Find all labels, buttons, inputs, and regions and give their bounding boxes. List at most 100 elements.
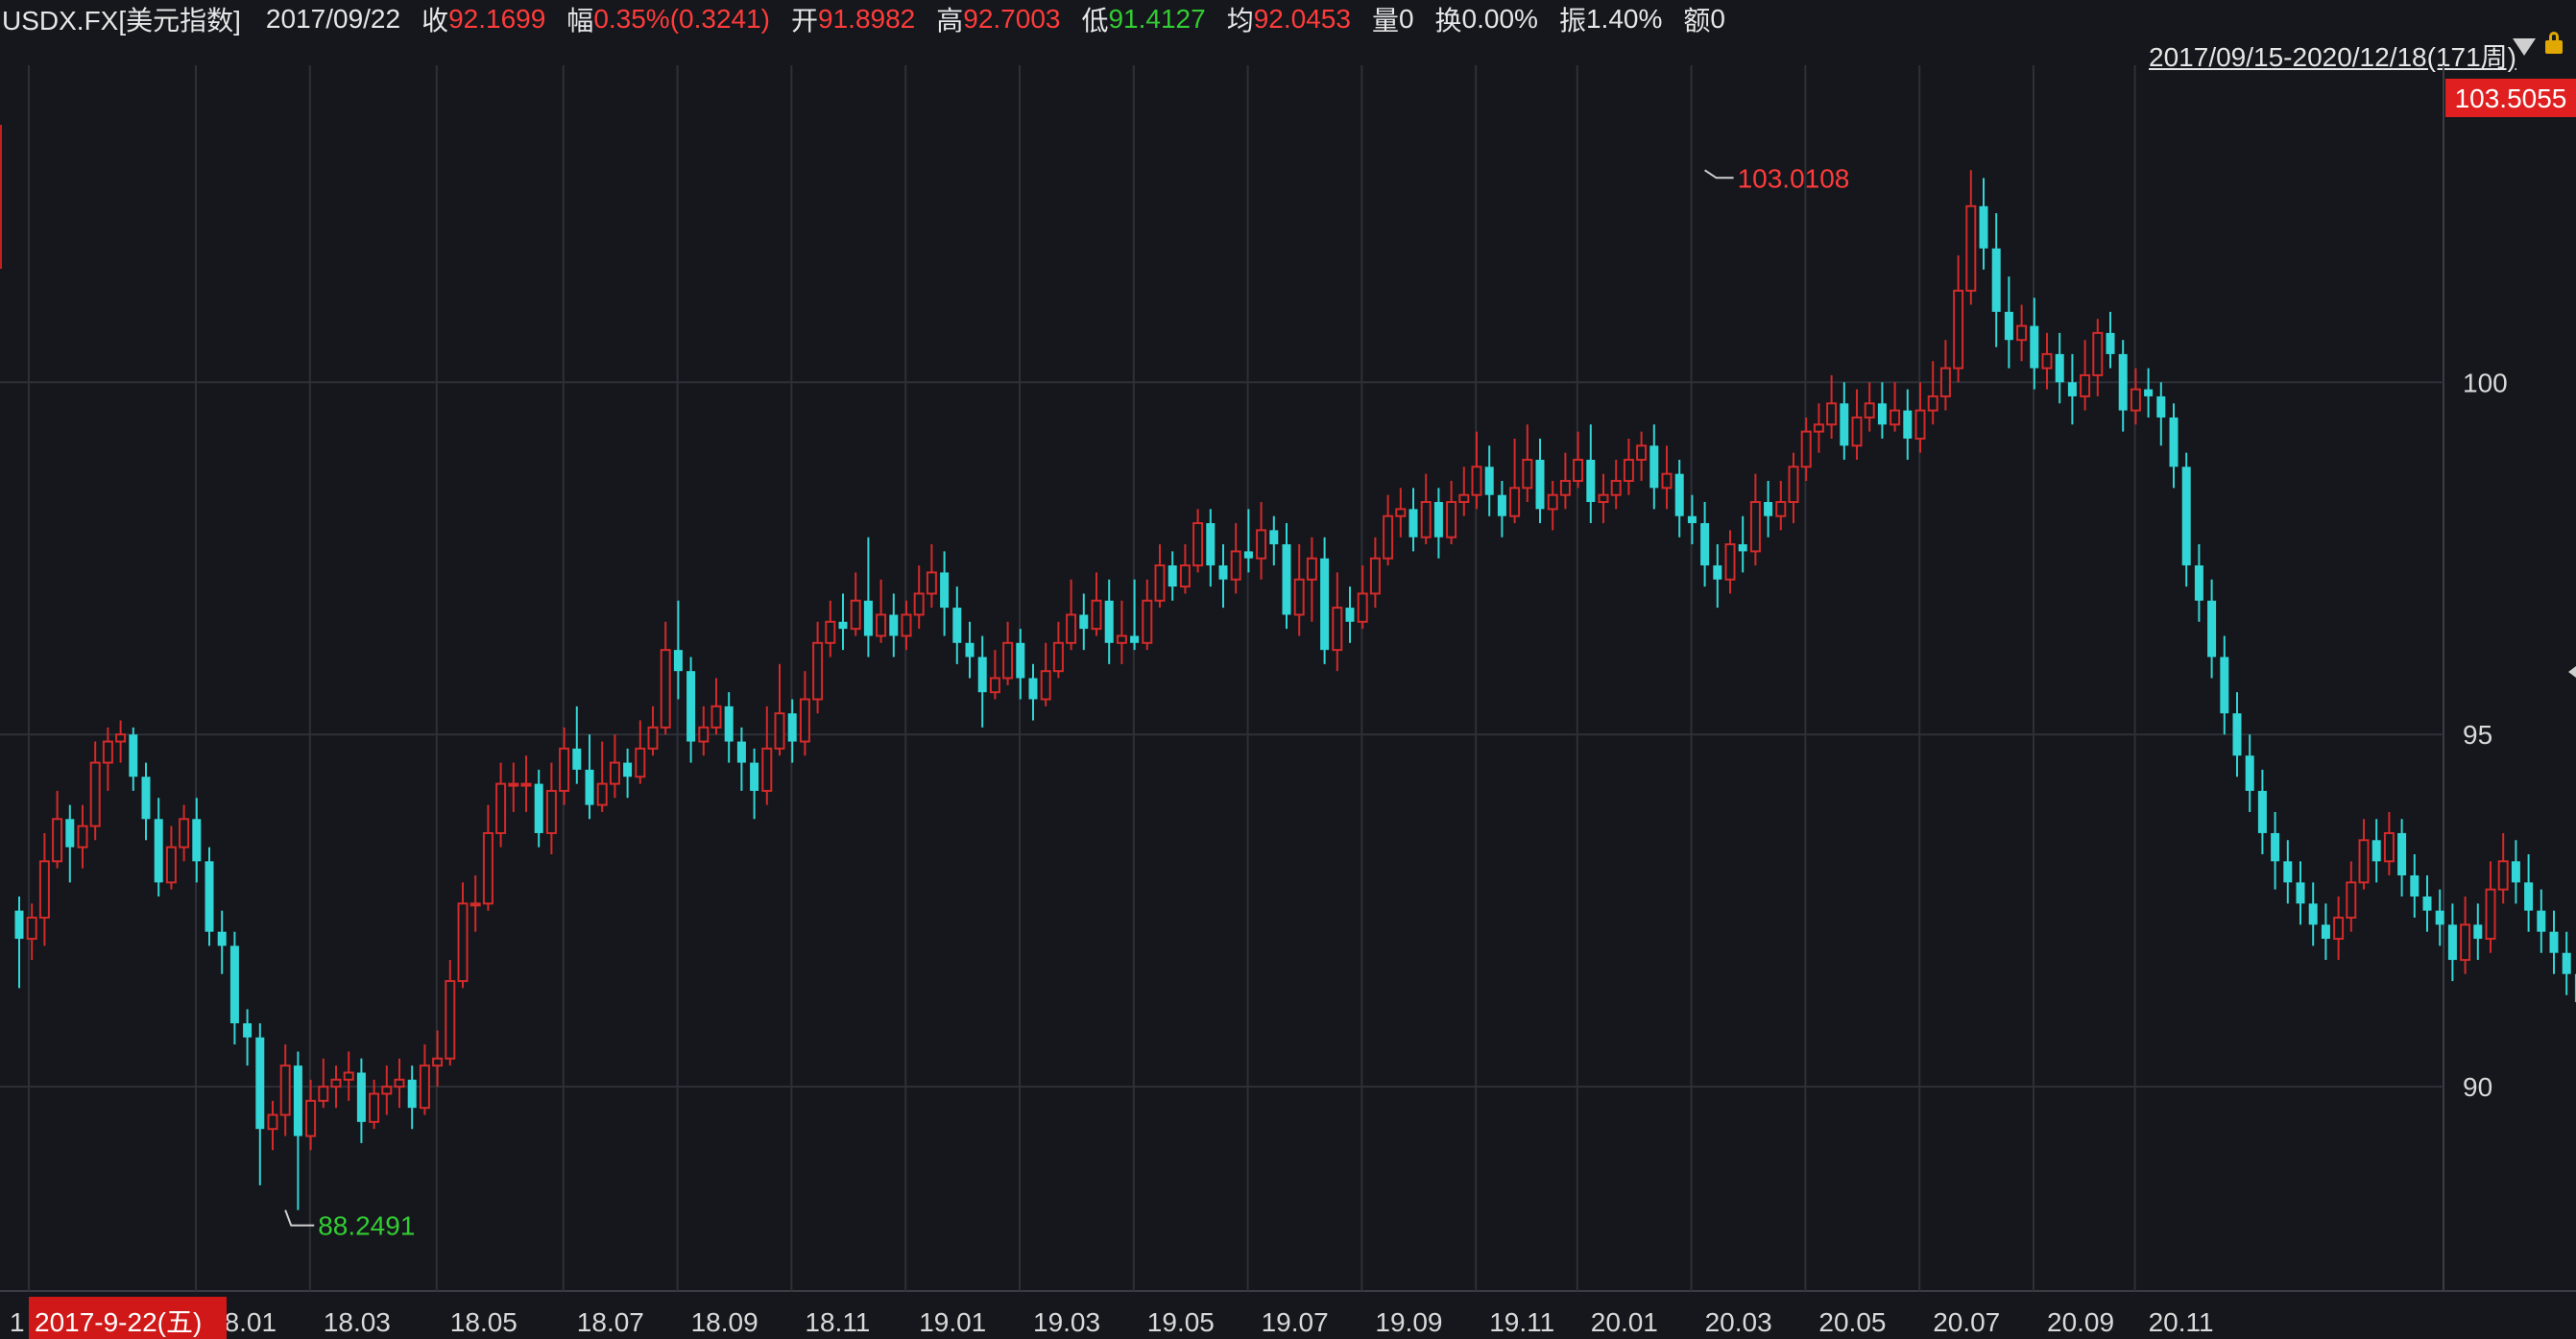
candle-body-down	[2574, 973, 2576, 1003]
chart-grid	[0, 65, 2576, 1292]
candle-body-down	[2511, 861, 2520, 883]
candle-body-up	[1851, 416, 1863, 447]
candle-body-down	[356, 1072, 366, 1122]
x-tick-label: 20.01	[1591, 1307, 1658, 1337]
candle-body-down	[2106, 332, 2115, 354]
candle-body-up	[1040, 670, 1051, 701]
x-tick-label: 19.09	[1375, 1307, 1442, 1337]
quote-date: 2017/09/22	[265, 4, 401, 34]
candle-body-up	[165, 846, 177, 884]
price-tag-bg	[2445, 79, 2576, 117]
candle-body-up	[1939, 367, 1951, 397]
candle-body-up	[279, 1064, 291, 1116]
candle-body-up	[989, 677, 1000, 694]
x-tick-label: 19.05	[1147, 1307, 1215, 1337]
candle-body-down	[2144, 389, 2154, 396]
quote-header: USDX.FX[美元指数] 2017/09/22 收 92.1699 幅 0.35%…	[0, 0, 2576, 38]
high-value: 92.7003	[963, 4, 1061, 34]
candle-body-down	[1497, 494, 1506, 516]
candle-body-up	[559, 747, 570, 792]
candle-body-down	[2321, 924, 2330, 940]
candle-body-down	[1433, 502, 1443, 538]
candle-body-down	[750, 762, 759, 791]
candle-body-down	[2524, 882, 2534, 911]
candle-body-down	[1713, 565, 1722, 580]
candle-body-up	[876, 613, 887, 637]
candle-body-down	[1168, 565, 1177, 587]
candle-body-down	[1586, 459, 1596, 503]
low-marker-arrow	[284, 1209, 315, 1227]
left-edge-label: 1	[10, 1307, 25, 1337]
candles	[14, 170, 2576, 1210]
candle-body-up	[1826, 402, 1838, 426]
turnover-value: 0.00%	[1461, 4, 1538, 34]
high-marker-label: 103.0108	[1738, 163, 1850, 193]
candle-body-down	[407, 1079, 417, 1109]
candle-body-down	[889, 614, 899, 636]
candle-body-up	[445, 980, 456, 1060]
close-label: 收	[421, 6, 449, 36]
candle-body-down	[2422, 897, 2432, 911]
candle-body-down	[2473, 924, 2483, 940]
candle-body-up	[850, 599, 861, 631]
candle-body-down	[2067, 382, 2077, 396]
candle-body-down	[2371, 840, 2381, 862]
amplitude-value: 1.40%	[1585, 4, 1663, 34]
candle-body-up	[1420, 501, 1432, 538]
amount-label: 额	[1683, 6, 1711, 36]
lock-icon[interactable]	[2545, 32, 2563, 54]
candle-body-up	[1864, 402, 1875, 418]
candle-body-up	[394, 1078, 405, 1088]
close-value: 92.1699	[448, 4, 546, 34]
candle-body-up	[1890, 409, 1901, 426]
change-value: 0.35%(0.3241)	[593, 4, 770, 34]
candle-body-up	[1623, 458, 1634, 483]
candle-body-up	[1446, 501, 1457, 538]
candle-body-up	[1091, 599, 1102, 631]
x-axis: 18.01 18.03 18.05 18.07 18.09 18.11 19.01 19.03…	[10, 1297, 2214, 1339]
candle-body-up	[1598, 493, 1609, 504]
candle-body-down	[1243, 551, 1253, 559]
candle-body-down	[1649, 445, 1659, 489]
avg-label: 均	[1226, 6, 1254, 36]
y-tick-label: 100	[2463, 368, 2508, 397]
candle-body-up	[635, 747, 646, 778]
candle-body-down	[1687, 515, 1697, 524]
chevron-down-icon[interactable]	[2513, 38, 2536, 56]
candle-body-down	[1877, 403, 1887, 425]
candle-body-down	[2447, 924, 2457, 961]
x-tick-label: 18.07	[577, 1307, 644, 1337]
candle-body-down	[2410, 874, 2420, 897]
candle-body-up	[267, 1113, 278, 1131]
candle-body-up	[710, 705, 722, 729]
candle-body-up	[369, 1092, 380, 1123]
candle-body-down	[2296, 882, 2305, 904]
candle-body-up	[1547, 493, 1558, 511]
candle-body-up	[482, 831, 494, 905]
symbol-name[interactable]: USDX.FX[美元指数]	[2, 6, 241, 36]
candle-body-up	[2460, 923, 2471, 962]
candle-body-up	[1458, 493, 1470, 504]
candle-body-up	[343, 1071, 354, 1081]
candle-body-up	[1509, 487, 1521, 517]
candle-body-down	[585, 769, 594, 805]
candle-body-down	[673, 650, 683, 672]
candle-body-up	[1788, 466, 1799, 504]
candle-body-up	[647, 726, 659, 750]
candle-body-up	[305, 1099, 317, 1137]
candle-body-down	[952, 608, 962, 643]
date-range-selector[interactable]: 2017/09/15-2020/12/18(171周)	[2149, 42, 2516, 72]
candle-body-up	[774, 712, 785, 750]
candle-body-down	[1104, 600, 1114, 643]
x-tick-label: 20.05	[1818, 1307, 1886, 1337]
candle-body-down	[1028, 678, 1038, 700]
candle-body-up	[1306, 557, 1317, 581]
candle-body-down	[623, 762, 633, 777]
x-tick-label: 20.11	[2149, 1307, 2214, 1337]
candle-body-down	[1206, 523, 1216, 566]
candle-body-up	[432, 1057, 444, 1067]
candle-body-down	[863, 600, 873, 636]
high-marker-arrow	[1704, 169, 1734, 179]
candle-body-down	[1130, 635, 1140, 643]
